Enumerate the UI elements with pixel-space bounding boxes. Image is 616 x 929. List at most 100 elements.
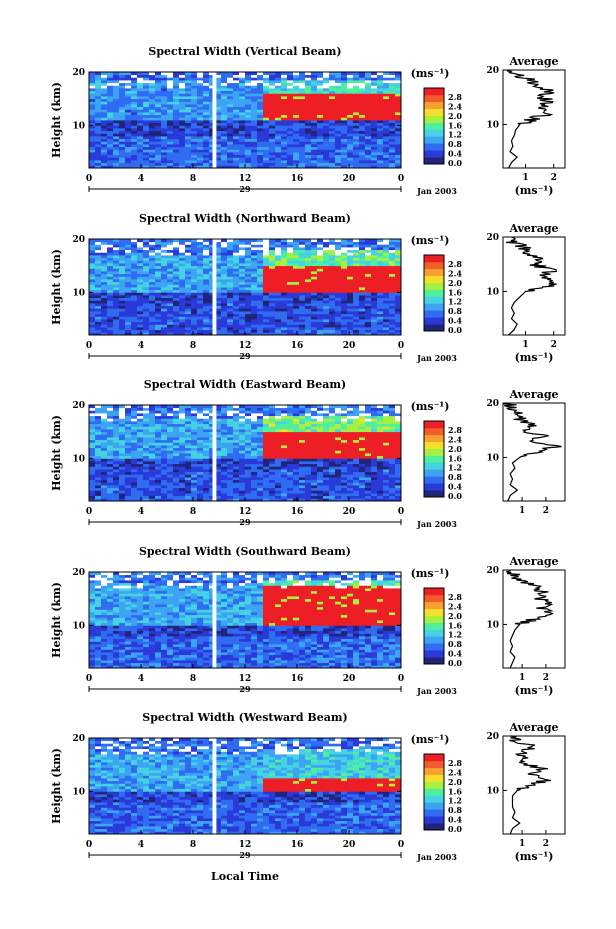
heatmap-cell: [257, 421, 264, 425]
heatmap-cell: [191, 303, 198, 307]
heatmap-cell: [125, 249, 132, 253]
heatmap-cell: [263, 426, 270, 430]
heatmap-cell: [119, 249, 126, 253]
heatmap-cell: [191, 300, 198, 304]
heatmap-cell: [347, 321, 354, 325]
heatmap-cell: [203, 144, 210, 148]
heatmap-cell: [209, 311, 216, 315]
heatmap-cell: [239, 149, 246, 153]
heatmap-cell: [341, 146, 348, 150]
heatmap-cell: [131, 146, 138, 150]
heatmap-cell: [173, 413, 180, 417]
heatmap-cell: [209, 329, 216, 333]
heatmap-cell: [197, 485, 204, 489]
heatmap-cell: [95, 482, 102, 486]
heatmap-cell: [329, 157, 336, 161]
heatmap-cell: [311, 160, 318, 164]
heatmap-cell: [113, 308, 120, 312]
heatmap-cell: [245, 415, 252, 419]
heatmap-cell: [119, 485, 126, 489]
heatmap-cell: [137, 292, 144, 296]
colorbar-frame: [423, 87, 445, 165]
heatmap-cell: [215, 316, 222, 320]
heatmap-cell: [233, 482, 240, 486]
heatmap-cell: [119, 117, 126, 121]
heatmap-cell: [203, 247, 210, 251]
heatmap-cell: [197, 461, 204, 465]
heatmap-cell: [221, 141, 228, 145]
heatmap-cell: [197, 284, 204, 288]
heatmap-cell: [173, 260, 180, 264]
heatmap-cell: [245, 439, 252, 443]
heatmap-cell: [125, 458, 132, 462]
heatmap-cell: [227, 152, 234, 156]
heatmap-cell: [251, 80, 258, 84]
heatmap-cell: [221, 413, 228, 417]
heatmap-cell: [251, 311, 258, 315]
heatmap-cell: [155, 479, 162, 483]
heatmap-cell: [119, 316, 126, 320]
heatmap-cell: [257, 154, 264, 158]
heatmap-cell: [251, 482, 258, 486]
heatmap-cell: [143, 474, 150, 478]
heatmap-cell: [233, 450, 240, 454]
heatmap-cell: [227, 276, 234, 280]
heatmap-cell: [107, 82, 114, 86]
heatmap-cell: [395, 154, 402, 158]
heatmap-cell: [347, 297, 354, 301]
heatmap-cell: [131, 96, 138, 100]
heatmap-cell: [107, 106, 114, 110]
heatmap-cell: [203, 421, 210, 425]
heatmap-cell: [275, 327, 282, 331]
heatmap-cell: [197, 469, 204, 473]
heatmap-cell: [263, 241, 270, 245]
heatmap-cell: [197, 415, 204, 419]
heatmap-cell: [179, 101, 186, 105]
heatmap-cell: [239, 469, 246, 473]
heatmap-cell: [143, 482, 150, 486]
heatmap-cell: [377, 327, 384, 331]
heatmap-cell: [125, 477, 132, 481]
heatmap-cell: [89, 332, 96, 336]
heatmap-cell: [347, 255, 354, 259]
heatmap-cell: [269, 257, 276, 261]
heatmap-cell: [299, 136, 306, 140]
heatmap-cell: [167, 104, 174, 108]
average-y-tick-label: 10: [486, 120, 499, 130]
heatmap-cell: [119, 152, 126, 156]
heatmap-cell: [203, 485, 210, 489]
heatmap-cell: [239, 410, 246, 414]
heatmap-cell: [185, 493, 192, 497]
heatmap-cell: [113, 160, 120, 164]
heatmap-cell: [131, 279, 138, 283]
heatmap-cell: [155, 439, 162, 443]
heatmap-cell: [101, 122, 108, 126]
heatmap-cell: [191, 471, 198, 475]
heatmap-cell: [101, 114, 108, 118]
heatmap-cell: [353, 273, 360, 277]
heatmap-cell: [371, 125, 378, 129]
heatmap-cell: [113, 324, 120, 328]
heatmap-cell: [131, 77, 138, 81]
heatmap-cell: [209, 249, 216, 253]
heatmap-cell: [287, 162, 294, 166]
heatmap-cell: [197, 165, 204, 169]
heatmap-cell: [89, 273, 96, 277]
heatmap-cell: [293, 98, 300, 102]
heatmap-cell: [221, 98, 228, 102]
heatmap-cell: [89, 88, 96, 92]
heatmap-cell: [155, 410, 162, 414]
heatmap-cell: [281, 316, 288, 320]
heatmap-cell: [311, 74, 318, 78]
heatmap-cell: [269, 144, 276, 148]
heatmap-cell: [185, 313, 192, 317]
heatmap-cell: [353, 247, 360, 251]
heatmap-cell: [125, 144, 132, 148]
heatmap-cell: [125, 268, 132, 272]
heatmap-cell: [281, 313, 288, 317]
heatmap-cell: [131, 271, 138, 275]
heatmap-cell: [395, 289, 402, 293]
heatmap-cell: [287, 125, 294, 129]
heatmap-cell: [107, 74, 114, 78]
heatmap-cell: [107, 252, 114, 256]
